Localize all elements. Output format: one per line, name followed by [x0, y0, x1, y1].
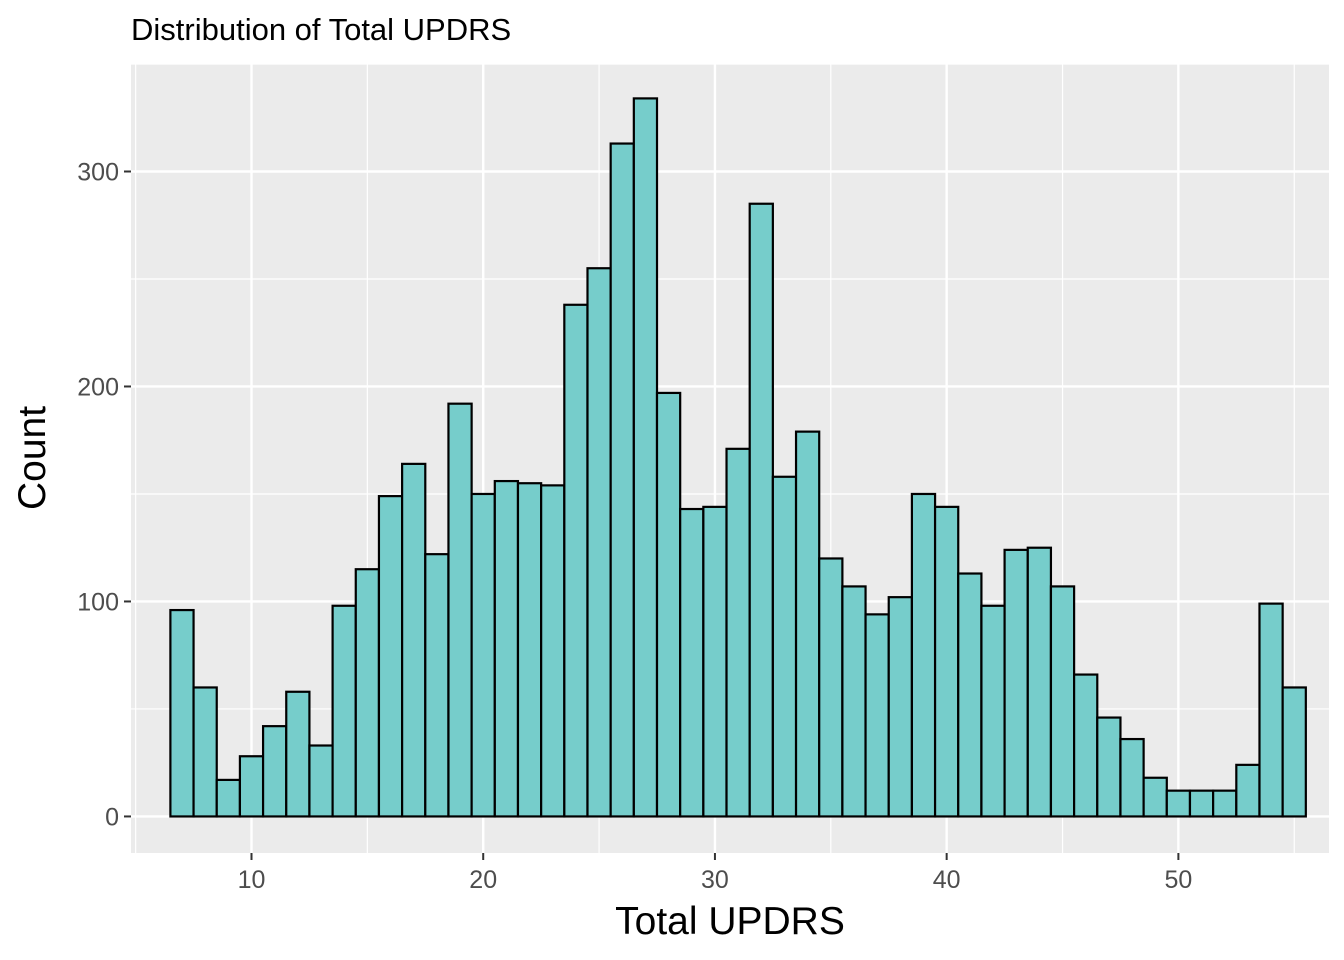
histogram-bar	[493, 479, 520, 818]
histogram-bar	[215, 778, 242, 818]
x-tick-label: 40	[933, 866, 961, 894]
histogram-bar	[261, 725, 288, 818]
histogram-bar	[957, 572, 983, 818]
x-tick-label: 10	[238, 866, 266, 894]
histogram-bar	[563, 303, 589, 818]
histogram-bar	[1096, 716, 1122, 818]
histogram-bar	[377, 495, 404, 818]
histogram-bar	[725, 447, 751, 818]
histogram-bars	[169, 97, 1307, 818]
histogram-bar	[447, 402, 473, 818]
y-tick-label: 300	[77, 158, 119, 186]
histogram-bar	[702, 505, 728, 818]
histogram-bar	[841, 585, 867, 818]
x-axis-title: Total UPDRS	[615, 900, 845, 943]
histogram-bar	[771, 475, 798, 818]
y-axis: 0 100 200 300	[77, 158, 131, 831]
histogram-bar	[586, 267, 612, 818]
histogram-bar	[864, 613, 890, 818]
histogram-bar	[470, 492, 496, 818]
histogram-bar	[887, 596, 914, 818]
histogram-bar	[910, 492, 937, 818]
histogram-bar	[516, 482, 543, 818]
histogram-bar	[540, 484, 566, 818]
histogram-bar	[192, 686, 218, 818]
histogram-bar	[238, 755, 265, 818]
histogram-bar	[1165, 789, 1192, 818]
histogram-bar	[1119, 737, 1145, 818]
histogram-bar	[1188, 789, 1215, 818]
histogram-bar	[1026, 546, 1053, 818]
histogram-bar	[1073, 673, 1099, 818]
histogram-bar	[679, 507, 705, 818]
y-tick-label: 100	[77, 588, 119, 616]
histogram-bar	[818, 557, 844, 818]
histogram-bar	[1003, 548, 1029, 818]
histogram-bar	[308, 744, 334, 818]
histogram-bar	[1049, 585, 1076, 818]
histogram-bar	[354, 568, 381, 818]
histogram-bar	[794, 430, 821, 818]
x-tick-label: 50	[1164, 866, 1192, 894]
histogram-bar	[169, 608, 195, 818]
histogram-bar	[655, 391, 682, 818]
histogram-bar	[424, 553, 450, 818]
histogram-bar	[933, 505, 960, 818]
histogram-bar	[980, 604, 1006, 818]
histogram-bar	[632, 97, 659, 818]
histogram-bar	[609, 142, 635, 818]
histogram-bar	[331, 604, 357, 818]
histogram-bar	[401, 462, 427, 818]
histogram-bar	[1142, 776, 1168, 818]
histogram-bar	[1235, 763, 1261, 818]
histogram-bar	[1212, 789, 1238, 818]
histogram-bar	[748, 202, 774, 818]
y-tick-label: 0	[105, 803, 119, 831]
x-tick-label: 30	[701, 866, 729, 894]
x-tick-label: 20	[469, 866, 497, 894]
histogram-bar	[1258, 602, 1284, 818]
x-axis: 10 20 30 40 50	[238, 853, 1192, 894]
y-tick-label: 200	[77, 373, 119, 401]
y-axis-title: Count	[11, 406, 54, 510]
histogram-bar	[285, 690, 311, 818]
histogram-bar	[1281, 686, 1307, 818]
chart-title: Distribution of Total UPDRS	[131, 12, 511, 47]
